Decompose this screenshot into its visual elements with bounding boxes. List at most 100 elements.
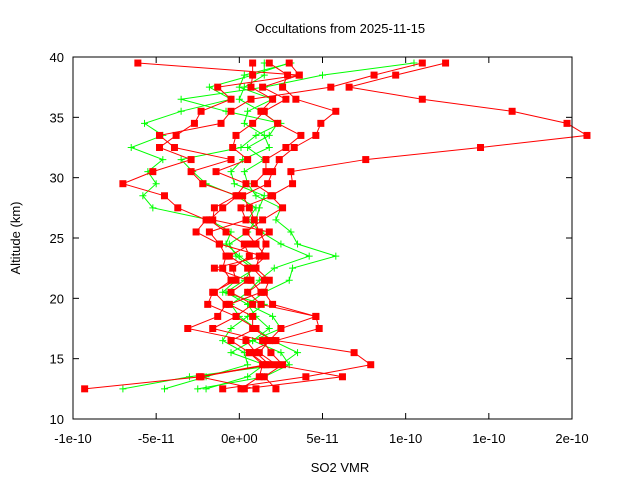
data-point — [81, 385, 89, 393]
data-point — [184, 325, 192, 332]
data-point — [209, 288, 217, 296]
data-point — [177, 107, 185, 115]
data-point — [242, 228, 250, 236]
data-point — [232, 192, 240, 200]
data-point — [127, 144, 135, 151]
data-point — [245, 204, 253, 212]
data-point — [255, 204, 263, 212]
data-point — [152, 180, 160, 188]
data-point — [195, 373, 203, 381]
data-point — [272, 385, 280, 393]
data-point — [240, 240, 248, 248]
data-point — [265, 59, 273, 67]
data-point — [265, 276, 273, 284]
data-point — [269, 95, 277, 103]
plot-frame — [72, 56, 573, 420]
y-tick-label: 30 — [50, 171, 64, 186]
data-point — [160, 192, 168, 200]
data-point — [332, 252, 340, 260]
data-point — [265, 228, 273, 236]
data-point — [185, 373, 193, 381]
data-point — [244, 264, 252, 272]
data-point — [418, 59, 426, 67]
data-point — [259, 216, 267, 224]
data-point — [139, 192, 147, 200]
data-point — [219, 204, 227, 212]
data-point — [240, 119, 248, 127]
data-point — [237, 385, 245, 393]
data-point — [205, 83, 213, 91]
data-point — [259, 252, 267, 260]
data-point — [287, 168, 295, 176]
data-point — [262, 168, 270, 176]
data-point — [237, 144, 245, 151]
data-point — [255, 228, 263, 236]
data-point — [275, 156, 283, 164]
data-point — [227, 349, 235, 357]
data-point — [149, 168, 157, 176]
data-point — [269, 312, 277, 320]
data-point — [282, 144, 290, 151]
series-4 — [205, 59, 305, 393]
x-tick-label: 1e-10 — [472, 431, 505, 446]
series-line — [158, 62, 423, 390]
data-point — [160, 385, 168, 393]
data-point — [244, 361, 252, 369]
data-point — [202, 385, 210, 393]
data-point — [212, 168, 220, 176]
data-point — [204, 300, 212, 308]
data-point — [219, 264, 227, 272]
y-tick-label: 20 — [50, 291, 64, 306]
data-point — [345, 83, 353, 91]
data-point — [141, 119, 149, 127]
data-point — [250, 180, 258, 188]
data-point — [134, 59, 142, 67]
data-point — [227, 325, 235, 332]
data-point — [214, 312, 222, 320]
data-point — [244, 156, 252, 164]
data-point — [284, 71, 292, 79]
data-point — [205, 228, 213, 236]
series-line — [205, 62, 292, 390]
data-point — [442, 59, 450, 67]
data-point — [227, 107, 235, 115]
data-point — [279, 204, 287, 212]
data-point — [257, 300, 265, 308]
data-point — [245, 252, 253, 260]
x-axis-label: SO2 VMR — [311, 460, 370, 475]
series-line — [212, 62, 301, 390]
data-point — [227, 276, 235, 284]
data-point — [285, 59, 293, 67]
x-tick-label: 0e+00 — [221, 431, 258, 446]
y-tick-label: 40 — [50, 50, 64, 65]
data-point — [279, 83, 287, 91]
data-point — [265, 144, 273, 151]
data-point — [272, 361, 280, 369]
x-tick-label: -1e-10 — [54, 431, 92, 446]
data-point — [338, 373, 346, 381]
data-point — [235, 95, 243, 103]
data-point — [149, 204, 157, 212]
data-point — [249, 300, 257, 308]
data-point — [290, 144, 298, 151]
data-point — [239, 192, 247, 200]
data-point — [287, 228, 295, 236]
data-point — [235, 83, 243, 91]
data-point — [315, 325, 323, 332]
data-point — [222, 228, 230, 236]
x-tick-label: 2e-10 — [555, 431, 588, 446]
data-point — [305, 252, 313, 260]
data-point — [190, 119, 198, 127]
data-point — [350, 349, 358, 357]
data-point — [244, 288, 252, 296]
x-tick-label: -5e-11 — [138, 431, 175, 446]
data-point — [174, 204, 182, 212]
data-point — [229, 144, 237, 151]
data-point — [247, 240, 255, 248]
data-point — [277, 325, 285, 332]
data-point — [119, 385, 127, 393]
data-point — [292, 95, 300, 103]
data-point — [155, 131, 163, 139]
series-line — [222, 62, 372, 390]
